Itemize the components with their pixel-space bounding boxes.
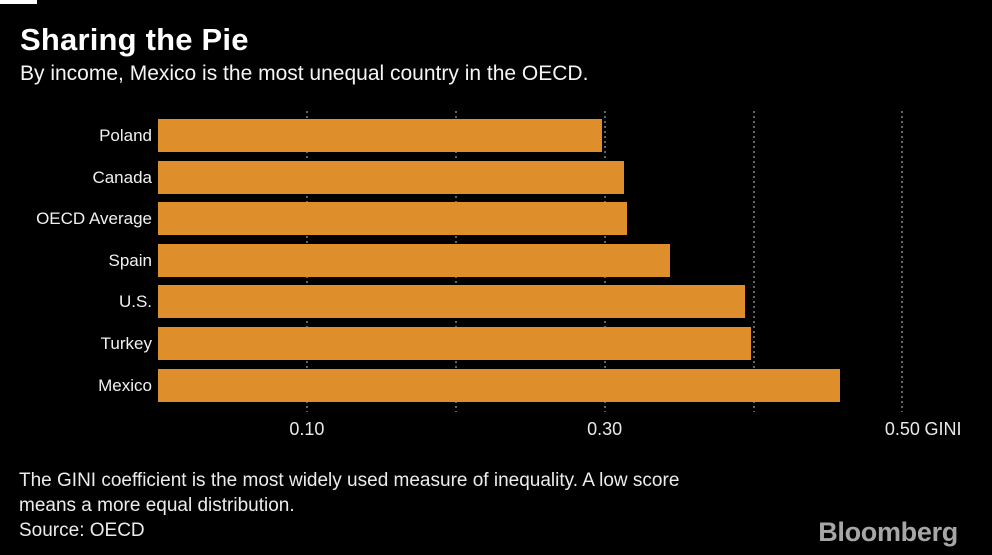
bloomberg-top-rule — [0, 0, 37, 4]
x-tick-label-0.50: 0.50 — [884, 419, 920, 439]
chart-title: Sharing the Pie — [20, 22, 249, 57]
category-label-spain: Spain — [108, 250, 152, 270]
category-label-canada: Canada — [92, 167, 152, 187]
bar-canada — [158, 160, 625, 194]
x-axis: 0.10 0.30 0.50 GINI — [158, 416, 992, 444]
category-labels-column: Poland Canada OECD Average Spain U.S. Turkey M… — [0, 111, 152, 412]
bloomberg-logo: Bloomberg — [818, 517, 958, 547]
bar-mexico — [158, 368, 840, 402]
footnote-line-2: means a more equal distribution. — [19, 495, 295, 516]
x-axis-unit-label: GINI — [924, 419, 962, 439]
bar-turkey — [158, 327, 751, 360]
bar-oecd-average — [158, 202, 627, 236]
source-line: Source: OECD — [19, 520, 145, 541]
bar-poland — [158, 119, 602, 152]
footnote: The GINI coefficient is the most widely … — [19, 468, 819, 543]
category-label-poland: Poland — [99, 126, 152, 145]
category-label-turkey: Turkey — [100, 334, 152, 353]
chart-subtitle: By income, Mexico is the most unequal co… — [20, 62, 589, 85]
footnote-line-1: The GINI coefficient is the most widely … — [19, 470, 680, 491]
x-tick-label-0.30: 0.30 — [587, 419, 623, 439]
category-label-u-s: U.S. — [118, 292, 152, 312]
plot-area — [158, 111, 962, 412]
gridline-0.50 — [901, 111, 904, 412]
category-label-oecd-average: OECD Average — [36, 209, 152, 229]
bar-u-s — [158, 285, 745, 319]
bar-spain — [158, 243, 671, 277]
x-tick-label-0.10: 0.10 — [289, 419, 325, 439]
gridline-0.40 — [752, 111, 755, 412]
category-label-mexico: Mexico — [98, 375, 152, 395]
